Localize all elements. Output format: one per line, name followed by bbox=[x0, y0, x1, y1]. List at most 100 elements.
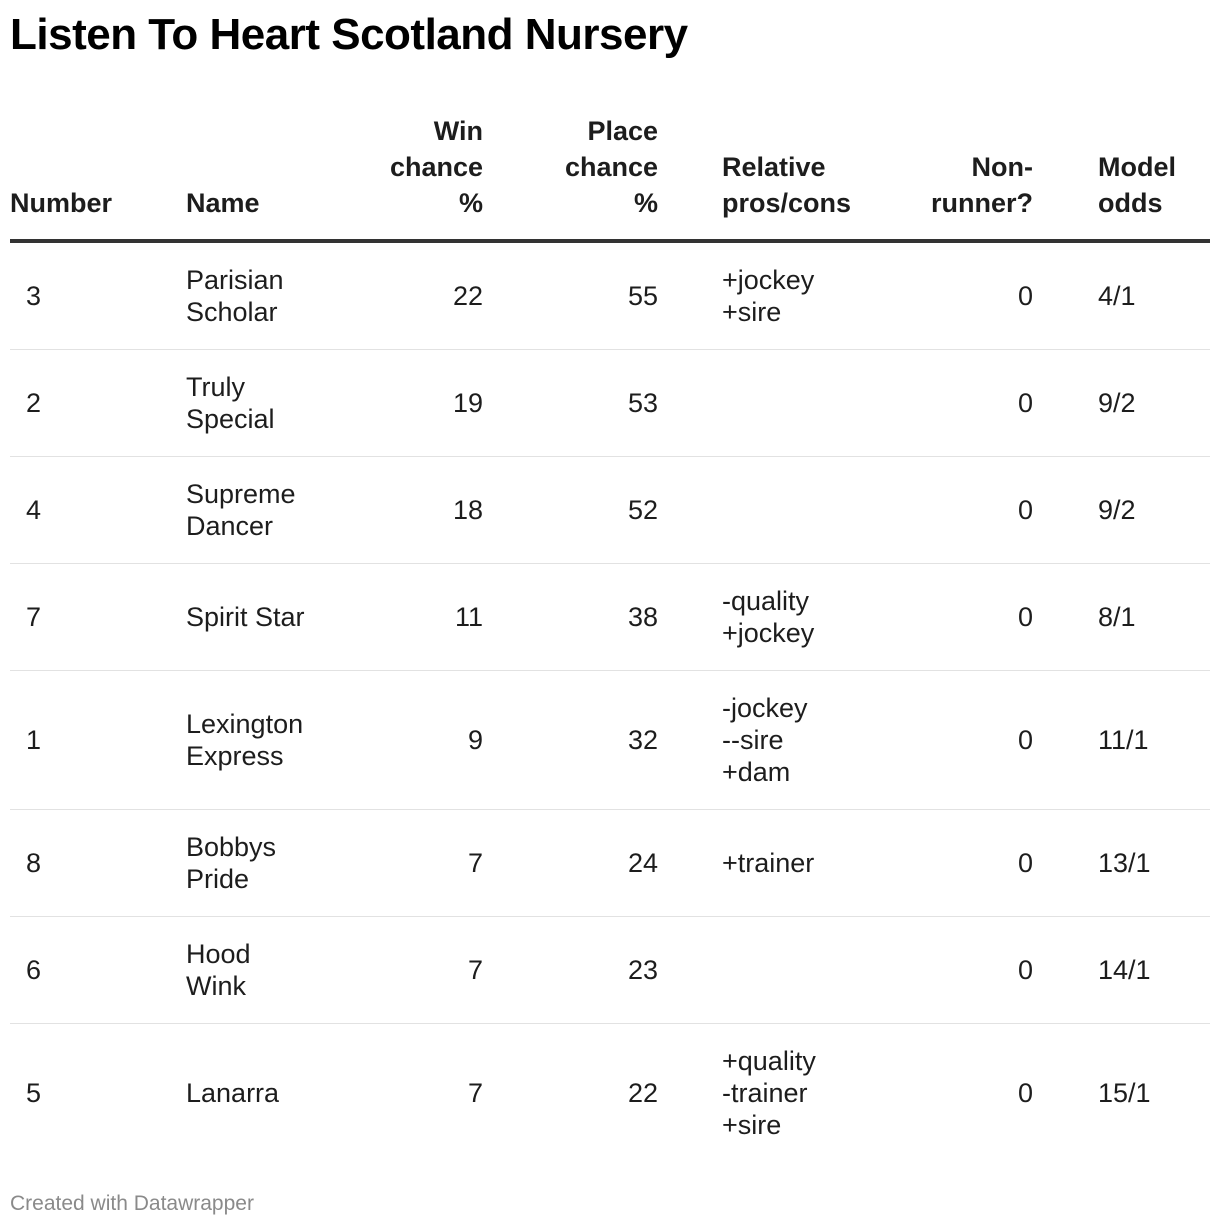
cell-place-chance: 23 bbox=[483, 916, 658, 1024]
header-win-chance: Win chance% bbox=[310, 113, 483, 243]
cell-number: 8 bbox=[10, 809, 113, 917]
header-line: Place bbox=[587, 116, 658, 146]
cell-pros-cons: +quality -trainer +sire bbox=[658, 1024, 866, 1163]
pros-cons-line: +dam bbox=[722, 757, 791, 787]
cell-pros-cons: +jockey +sire bbox=[658, 241, 866, 350]
cell-non-runner: 0 bbox=[866, 349, 1033, 457]
cell-pros-cons bbox=[658, 916, 866, 1024]
table-row: 1 Lexington Express 9 32 -jockey --sire +dam 0 11… bbox=[10, 670, 1210, 810]
cell-place-chance: 38 bbox=[483, 563, 658, 671]
pros-cons-line: +jockey bbox=[722, 618, 815, 648]
name-line: Hood bbox=[186, 939, 251, 969]
cell-model-odds: 15/1 bbox=[1098, 1078, 1151, 1108]
header-line: Model bbox=[1098, 152, 1176, 182]
cell-model-odds: 11/1 bbox=[1033, 670, 1210, 810]
table-row: 5 Lanarra 7 22 +quality -trainer +sire 0 15/1 bbox=[10, 1024, 1210, 1163]
pros-cons-line: +sire bbox=[722, 1110, 782, 1140]
cell-name: Spirit Star bbox=[113, 563, 310, 671]
cell-name: Parisian Scholar bbox=[113, 241, 310, 350]
cell-number: 3 bbox=[10, 241, 113, 350]
name-line: Bobbys bbox=[186, 832, 277, 862]
header-line: pros/cons bbox=[722, 188, 852, 218]
table-body: 3 Parisian Scholar 22 55 +jockey +sire 0 4/1 2 Tru… bbox=[10, 241, 1210, 1162]
cell-model-odds: 9/2 bbox=[1033, 456, 1210, 564]
cell-pros-cons: -quality +jockey bbox=[658, 563, 866, 671]
name-line: Pride bbox=[186, 864, 250, 894]
cell-model-odds: 9/2 bbox=[1033, 349, 1210, 457]
cell-win-chance: 11 bbox=[310, 563, 483, 671]
pros-cons-line: +sire bbox=[722, 297, 782, 327]
cell-name: Lanarra bbox=[113, 1024, 310, 1163]
cell-model-odds: 4/1 bbox=[1033, 241, 1210, 350]
cell-win-chance: 7 bbox=[310, 809, 483, 917]
header-line: chance bbox=[564, 152, 658, 182]
pros-cons-line: +trainer bbox=[722, 848, 815, 878]
cell-pros-cons: -jockey --sire +dam bbox=[658, 670, 866, 810]
cell-name: Supreme Dancer bbox=[113, 456, 310, 564]
cell-place-chance: 24 bbox=[483, 809, 658, 917]
name-line: Wink bbox=[186, 971, 246, 1001]
header-model-odds: Model odds bbox=[1033, 113, 1210, 243]
name-line: Parisian bbox=[186, 265, 284, 295]
cell-win-chance: 7 bbox=[467, 1078, 483, 1108]
odds-table: Number Name Win chance% Place chance% Rela… bbox=[10, 113, 1210, 1162]
cell-model-odds: 14/1 bbox=[1033, 916, 1210, 1024]
header-name: Name bbox=[113, 113, 310, 243]
header-line: % bbox=[633, 188, 658, 218]
name-line: Scholar bbox=[186, 297, 278, 327]
cell-number: 1 bbox=[10, 670, 113, 810]
cell-non-runner: 0 bbox=[866, 670, 1033, 810]
cell-number: 5 bbox=[25, 1078, 41, 1108]
header-line: % bbox=[458, 188, 483, 218]
cell-place-chance: 22 bbox=[627, 1078, 658, 1108]
cell-place-chance: 55 bbox=[483, 241, 658, 350]
cell-non-runner: 0 bbox=[866, 916, 1033, 1024]
pros-cons-line: --sire bbox=[722, 725, 784, 755]
cell-non-runner: 0 bbox=[866, 563, 1033, 671]
cell-name: Bobbys Pride bbox=[113, 809, 310, 917]
cell-win-chance: 9 bbox=[310, 670, 483, 810]
cell-place-chance: 53 bbox=[483, 349, 658, 457]
header-line: Win bbox=[433, 116, 483, 146]
cell-win-chance: 7 bbox=[310, 916, 483, 1024]
header-line: Non- bbox=[971, 152, 1033, 182]
cell-number: 4 bbox=[10, 456, 113, 564]
name-line: Truly bbox=[186, 372, 245, 402]
table-row: 8 Bobbys Pride 7 24 +trainer 0 13/1 bbox=[10, 809, 1210, 917]
cell-non-runner: 0 bbox=[866, 456, 1033, 564]
header-place-chance: Place chance% bbox=[483, 113, 658, 243]
cell-number: 7 bbox=[10, 563, 113, 671]
name-line: Spirit Star bbox=[186, 602, 305, 632]
name-line: Dancer bbox=[186, 511, 274, 541]
table-row: 4 Supreme Dancer 18 52 0 9/2 bbox=[10, 456, 1210, 564]
cell-place-chance: 52 bbox=[483, 456, 658, 564]
name-line: Express bbox=[186, 741, 284, 771]
name-line: Supreme bbox=[186, 479, 296, 509]
pros-cons-line: -trainer bbox=[722, 1078, 808, 1108]
cell-win-chance: 19 bbox=[310, 349, 483, 457]
pros-cons-line: -jockey bbox=[722, 693, 808, 723]
cell-model-odds: 13/1 bbox=[1033, 809, 1210, 917]
name-line: Lexington bbox=[186, 709, 304, 739]
name-line: Lanarra bbox=[186, 1078, 280, 1108]
cell-pros-cons bbox=[658, 456, 866, 564]
cell-number: 6 bbox=[10, 916, 113, 1024]
cell-non-runner: 0 bbox=[866, 809, 1033, 917]
pros-cons-line: -quality bbox=[722, 586, 810, 616]
header-pros-cons: Relative pros/cons bbox=[658, 113, 866, 243]
table-row: 3 Parisian Scholar 22 55 +jockey +sire 0 4/1 bbox=[10, 241, 1210, 350]
cell-non-runner: 0 bbox=[1017, 1078, 1033, 1108]
table-row: 6 Hood Wink 7 23 0 14/1 bbox=[10, 916, 1210, 1024]
footer-credit: Created with Datawrapper bbox=[10, 1192, 254, 1215]
cell-win-chance: 18 bbox=[310, 456, 483, 564]
cell-model-odds: 8/1 bbox=[1033, 563, 1210, 671]
cell-name: Hood Wink bbox=[113, 916, 310, 1024]
cell-pros-cons bbox=[658, 349, 866, 457]
header-number: Number bbox=[10, 113, 113, 243]
cell-pros-cons: +trainer bbox=[658, 809, 866, 917]
table-row: 2 Truly Special 19 53 0 9/2 bbox=[10, 349, 1210, 457]
page-title: Listen To Heart Scotland Nursery bbox=[10, 10, 688, 59]
header-line: odds bbox=[1098, 188, 1163, 218]
name-line: Special bbox=[186, 404, 275, 434]
cell-win-chance: 22 bbox=[310, 241, 483, 350]
